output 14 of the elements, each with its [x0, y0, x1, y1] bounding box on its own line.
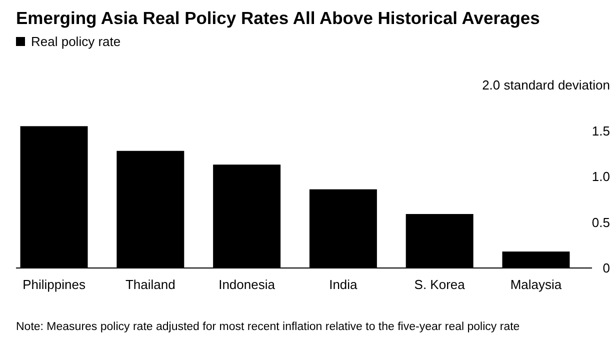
- y-tick-label: 0: [602, 260, 610, 276]
- x-tick-label: Thailand: [125, 277, 176, 292]
- x-tick-label: Philippines: [22, 277, 86, 292]
- y-tick-label: 2.0 standard deviation: [482, 78, 610, 93]
- text: Note: Measures policy rate adjusted for most recent inflation relative to the five-year real policy rate: [16, 321, 520, 333]
- x-tick-label: Indonesia: [218, 277, 276, 292]
- legend-label: Real policy rate: [31, 34, 121, 49]
- x-tick-label: Malaysia: [510, 277, 562, 292]
- y-tick-label: 1.0: [592, 169, 610, 184]
- y-tick-label: 1.5: [592, 123, 610, 138]
- x-tick-label: S. Korea: [414, 277, 466, 292]
- y-tick-label: 0.5: [592, 214, 610, 230]
- chart-title: Emerging Asia Real Policy Rates All Above Historical Averages: [16, 8, 540, 28]
- x-tick-label: India: [329, 277, 358, 292]
